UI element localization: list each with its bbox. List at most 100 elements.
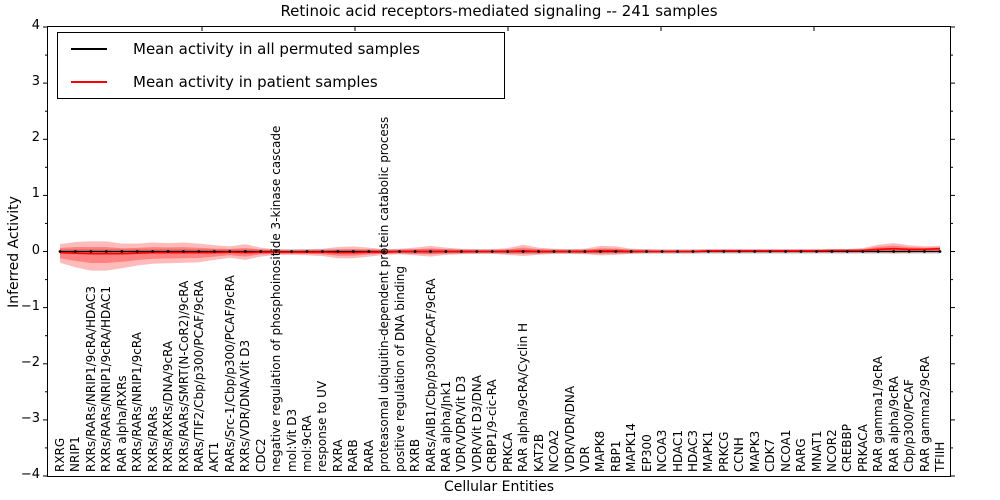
x-category-label: RXRs/RARs bbox=[145, 406, 160, 472]
y-tick-label: −2 bbox=[20, 355, 40, 370]
y-tick-label: 3 bbox=[31, 74, 40, 89]
y-tick-label: −3 bbox=[20, 411, 40, 426]
permuted-dot-marker bbox=[336, 250, 340, 253]
permuted-dot-marker bbox=[923, 250, 926, 253]
x-category-label: proteasomal ubiquitin-dependent protein … bbox=[377, 116, 392, 472]
y-tick-label: 0 bbox=[31, 243, 40, 258]
x-category-label: RXRB bbox=[408, 438, 423, 472]
x-category-label: RXRA bbox=[330, 439, 345, 472]
x-category-label: RARB bbox=[346, 439, 361, 472]
x-category-label: PRKCA bbox=[500, 432, 515, 472]
permuted-dot-marker bbox=[413, 250, 417, 253]
x-category-label: negative regulation of phosphoinositide … bbox=[269, 125, 284, 472]
x-category-label: VDR/Vit D3/DNA bbox=[469, 375, 484, 472]
y-tick-label: 2 bbox=[31, 130, 40, 145]
x-category-label: response to UV bbox=[315, 380, 330, 472]
x-category-label: RAR gamma2/9cRA bbox=[917, 356, 932, 472]
x-axis-label: Cellular Entities bbox=[443, 479, 555, 495]
permuted-dot-marker bbox=[213, 250, 216, 253]
permuted-dot-marker bbox=[907, 250, 911, 253]
permuted-dot-marker bbox=[490, 250, 494, 253]
permuted-dot-marker bbox=[290, 250, 293, 253]
legend-label: Mean activity in all permuted samples bbox=[133, 40, 420, 59]
permuted-dot-marker bbox=[259, 250, 263, 253]
permuted-dot-marker bbox=[74, 250, 77, 253]
permuted-dot-marker bbox=[938, 250, 942, 253]
permuted-dot-marker bbox=[845, 250, 849, 253]
x-category-label: MAPK3 bbox=[747, 430, 762, 472]
permuted-dot-marker bbox=[768, 250, 772, 253]
x-category-label: RARs/Src-1/Cbp/p300/PCAF/9cRA bbox=[222, 275, 237, 472]
x-category-label: TFIIH bbox=[933, 441, 947, 472]
legend-item-patient: Mean activity in patient samples bbox=[58, 66, 504, 97]
permuted-dot-marker bbox=[583, 250, 587, 253]
x-category-label: NCOA1 bbox=[778, 429, 793, 472]
permuted-dot-marker bbox=[321, 250, 324, 253]
x-category-label: CRBP1/9-cic-RA bbox=[485, 379, 500, 472]
x-category-label: VDR/VDR/Vit D3 bbox=[454, 375, 469, 472]
permuted-dot-marker bbox=[58, 250, 62, 253]
permuted-dot-marker bbox=[691, 250, 695, 253]
patient-band-outer bbox=[60, 241, 940, 271]
x-category-label: CDK7 bbox=[763, 438, 778, 472]
permuted-dot-marker bbox=[367, 250, 371, 253]
x-category-label: RARs/AIB1/Cbp/p300/PCAF/9cRA bbox=[423, 278, 438, 472]
permuted-dot-marker bbox=[737, 250, 741, 253]
permuted-dot-marker bbox=[166, 250, 170, 253]
x-category-label: CCNH bbox=[732, 437, 747, 472]
x-category-label: RAR alpha/9cRA/Cyclin H bbox=[516, 322, 531, 472]
permuted-dot-marker bbox=[89, 250, 93, 253]
x-category-label: positive regulation of DNA binding bbox=[392, 266, 407, 472]
permuted-dot-marker bbox=[135, 250, 139, 253]
permuted-dot-marker bbox=[228, 250, 232, 253]
x-category-label: RAR alpha/9cRA bbox=[886, 376, 901, 472]
permuted-dot-marker bbox=[552, 250, 556, 253]
permuted-dot-marker bbox=[506, 250, 510, 253]
x-category-label: VDR bbox=[577, 446, 592, 472]
patient-mean-line bbox=[59, 247, 941, 255]
legend: Mean activity in all permuted samples Me… bbox=[57, 32, 505, 99]
x-category-label: EP300 bbox=[639, 434, 654, 472]
permuted-dot-marker bbox=[537, 250, 540, 253]
permuted-dot-marker bbox=[892, 250, 896, 253]
permuted-dot-marker bbox=[676, 250, 679, 253]
x-category-label: MAPK14 bbox=[624, 423, 639, 472]
x-category-label: RAR gamma1/9cRA bbox=[871, 356, 886, 472]
x-category-label: RXRs/VDR/DNA/Vit D3 bbox=[238, 339, 253, 472]
permuted-dot-marker bbox=[784, 250, 787, 253]
x-category-label: RARG bbox=[794, 438, 808, 472]
permuted-dot-marker bbox=[799, 250, 803, 253]
permuted-dot-marker bbox=[243, 250, 247, 253]
chart-title: Retinoic acid receptors-mediated signali… bbox=[280, 2, 718, 20]
x-category-label: Cbp/p300/PCAF bbox=[902, 379, 917, 472]
y-tick-label: −4 bbox=[20, 467, 40, 482]
x-category-label: RAR alpha/Jnk1 bbox=[438, 380, 453, 472]
x-category-label: AKT1 bbox=[207, 441, 222, 472]
permuted-dot-marker bbox=[830, 250, 834, 253]
x-category-label: MAPK1 bbox=[701, 430, 716, 472]
permuted-dot-marker bbox=[614, 250, 618, 253]
x-category-label: NRIP1 bbox=[68, 436, 83, 472]
permuted-dot-marker bbox=[460, 250, 463, 253]
y-tick-label: 1 bbox=[31, 186, 40, 201]
x-category-label: NCOA3 bbox=[655, 429, 670, 472]
x-category-label: mol:9cRA bbox=[300, 415, 314, 472]
permuted-dot-marker bbox=[151, 250, 155, 253]
x-category-label: HDAC3 bbox=[686, 429, 700, 472]
x-category-label: HDAC1 bbox=[670, 429, 685, 472]
permuted-dot-marker bbox=[444, 250, 448, 253]
x-category-label: RXRG bbox=[53, 437, 67, 472]
x-category-label: RXRs/RARs/NRIP1/9cRA/HDAC3 bbox=[83, 285, 98, 472]
x-category-label: RXRs/RXRs/DNA/9cRA bbox=[161, 340, 176, 472]
x-category-label: NCOR2 bbox=[824, 429, 839, 472]
x-category-label: RXRs/RARs/NRIP1/9cRA/HDAC1 bbox=[99, 285, 114, 472]
x-category-label: CDC2 bbox=[253, 438, 268, 472]
permuted-dot-marker bbox=[598, 250, 602, 253]
permuted-dot-marker bbox=[660, 250, 664, 253]
x-category-label: mol:Vit D3 bbox=[284, 408, 299, 472]
permuted-dot-marker bbox=[707, 250, 710, 253]
x-category-label: MNAT1 bbox=[809, 430, 824, 472]
permuted-dot-marker bbox=[475, 250, 479, 253]
